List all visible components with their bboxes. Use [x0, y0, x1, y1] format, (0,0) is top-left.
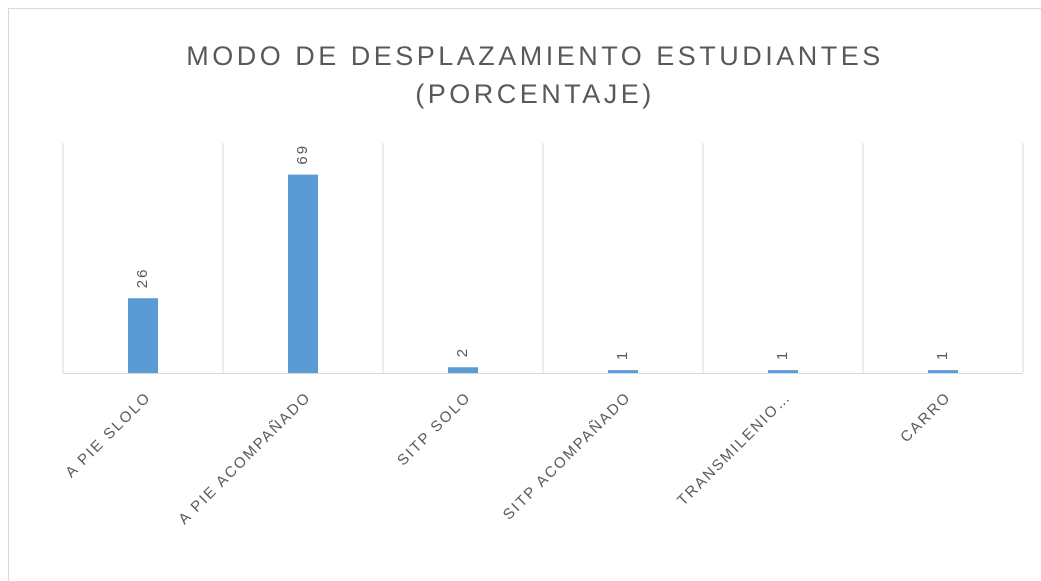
bar	[448, 367, 478, 373]
data-label: 26	[134, 268, 151, 289]
data-label: 1	[774, 350, 791, 360]
chart-frame	[8, 8, 1041, 581]
bar	[608, 370, 638, 373]
bar	[768, 370, 798, 373]
chart-title: MODO DE DESPLAZAMIENTO ESTUDIANTES	[186, 41, 884, 71]
bar	[128, 298, 158, 373]
data-label: 2	[454, 347, 471, 357]
bar	[288, 174, 318, 373]
data-label: 1	[934, 350, 951, 360]
chart-title: (PORCENTAJE)	[415, 79, 655, 109]
data-label: 1	[614, 350, 631, 360]
bar	[928, 370, 958, 373]
data-label: 69	[294, 144, 311, 165]
